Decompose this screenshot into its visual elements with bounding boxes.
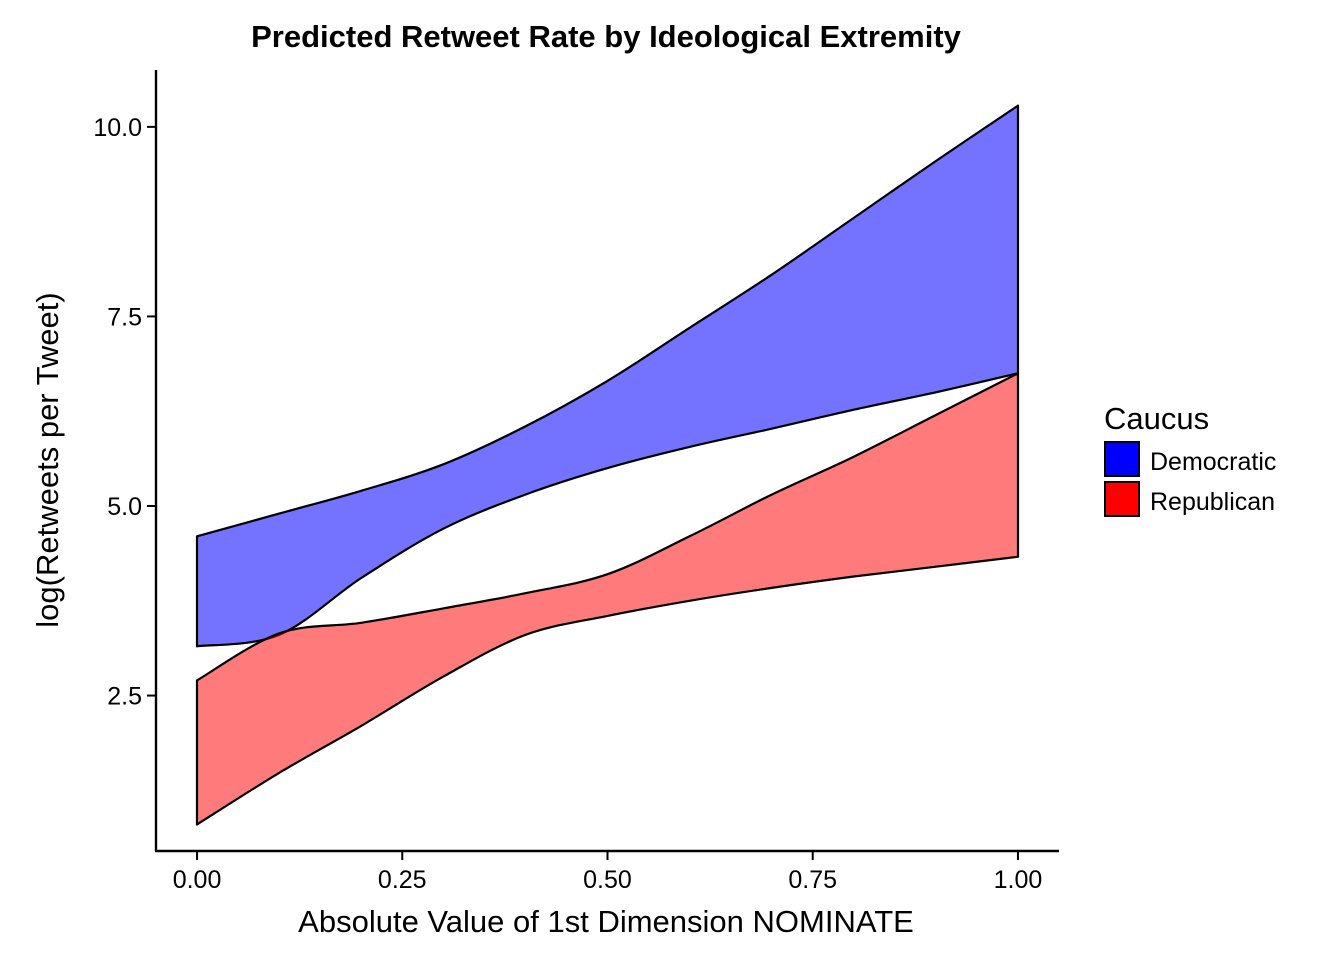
legend-label-democratic: Democratic xyxy=(1150,448,1276,476)
x-tick-label: 0.00 xyxy=(173,866,222,894)
y-tick-label: 5.0 xyxy=(107,493,142,521)
chart-title: Predicted Retweet Rate by Ideological Ex… xyxy=(251,19,962,54)
x-axis-title: Absolute Value of 1st Dimension NOMINATE xyxy=(298,904,914,939)
y-axis-title: log(Retweets per Tweet) xyxy=(30,292,65,627)
legend-title: Caucus xyxy=(1104,401,1209,436)
legend-item-democratic: Democratic xyxy=(1104,441,1276,477)
y-tick-label: 10.0 xyxy=(93,114,142,142)
legend-item-republican: Republican xyxy=(1104,481,1275,517)
legend: Caucus Democratic Republican xyxy=(1104,401,1276,517)
x-tick-label: 1.00 xyxy=(994,866,1043,894)
y-axis-ticks: 2.5 5.0 7.5 10.0 xyxy=(93,114,156,711)
x-axis-ticks: 0.00 0.25 0.50 0.75 1.00 xyxy=(173,851,1043,894)
legend-swatch-republican xyxy=(1104,481,1140,517)
band-republican xyxy=(195,372,1020,826)
y-tick-label: 2.5 xyxy=(107,683,142,711)
x-tick-label: 0.50 xyxy=(583,866,632,894)
y-tick-label: 7.5 xyxy=(107,303,142,331)
x-tick-label: 0.25 xyxy=(378,866,427,894)
plot-area xyxy=(195,104,1020,826)
x-tick-label: 0.75 xyxy=(788,866,837,894)
legend-label-republican: Republican xyxy=(1150,488,1275,516)
legend-swatch-democratic xyxy=(1104,441,1140,477)
